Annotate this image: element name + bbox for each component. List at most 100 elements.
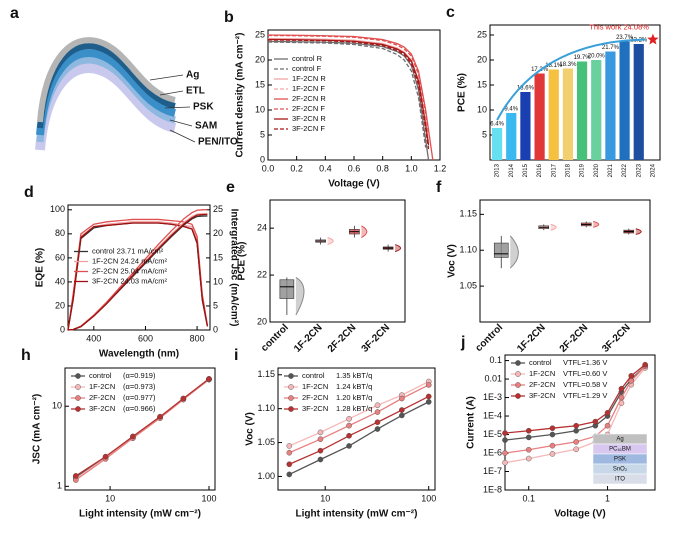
legend-label: 1F-2CN 24.24 mA/cm² [92,256,168,265]
y-tick-label: 20 [55,300,65,310]
x-tick-label: 2013 [495,163,501,177]
y-axis-label: Current density (mA cm⁻²) [235,33,246,158]
inset-layer-label: PSK [614,457,626,463]
legend-marker [75,406,81,412]
legend-label: 2F-2CN F [292,104,325,113]
panel-label: j [460,334,465,351]
x-axis-label: Light intensity (mW cm⁻²) [79,509,201,520]
legend-label: control R [292,54,323,63]
data-point [425,382,432,388]
y-tick-label: 15 [255,79,265,89]
y2-tick-label: 25 [213,204,223,214]
legend-label: control [529,358,552,367]
data-point [374,419,381,426]
legend-note: VTFL=0.60 V [563,369,607,378]
x-tick-label: 2014 [509,163,515,177]
x-tick-label: 2016 [537,163,543,177]
legend-note: (α=0.919) [123,371,156,380]
y-tick-label: 0 [260,154,265,164]
legend-note: VTFL=1.29 V [563,391,607,400]
y-axis-label: EQE (%) [35,248,46,287]
plot-frame [479,199,651,323]
legend-label: control F [292,64,322,73]
plot-frame [67,204,211,331]
x-axis-label: Light intensity (mW cm⁻²) [296,509,418,520]
y-tick-label: 25 [477,29,487,39]
legend-label: 2F-2CN R [292,94,326,103]
panel-label: d [24,184,34,201]
x-tick-label: 10 [320,493,330,503]
y-tick-label: 15 [477,79,487,89]
x-tick-label: 2022 [622,163,628,177]
y-tick-label: 1.10 [459,245,477,255]
y-tick-label: 0.1 [489,355,502,365]
x-tick-label: 100 [201,493,216,503]
y2-tick-label: 10 [213,276,223,286]
x-tick-label: 1 [605,493,610,503]
y-tick-label: 80 [55,228,65,238]
data-point [102,453,109,460]
series-line [267,39,430,150]
box-violin [295,276,305,316]
data-point [549,431,556,438]
data-point [317,429,324,436]
data-point [286,449,293,456]
series-line [75,378,210,477]
x-tick-label: 1.2 [434,163,447,173]
legend-note: (α=0.977) [123,393,156,402]
y-tick-label: 20 [255,54,265,64]
legend-label: 1F-2CN [302,382,328,391]
box-violin [550,223,557,231]
y2-tick-label: 5 [213,300,218,310]
x-tick-label: 0.0 [262,163,275,173]
data-point [592,418,599,425]
data-point [374,402,381,409]
legend-label: 3F-2CN 24.03 mA/cm² [92,276,168,285]
panel-label: i [234,347,238,364]
legend-note: VTFL=0.58 V [563,380,607,389]
inset-layer [592,473,648,485]
box-violin [394,244,402,253]
x-tick-label: 2019 [580,163,586,177]
legend-label: 3F-2CN [89,404,115,413]
bar [534,73,545,160]
panel-label: e [226,179,235,196]
x-tick-label: 800 [190,333,205,343]
data-point [549,451,556,457]
data-point [573,427,579,434]
y-axis-label: Current (A) [466,396,477,449]
y-axis-label: Voc (V) [245,412,256,446]
x-tick-label: 3F-2CN [600,322,633,355]
device-diagram: a Ag ETL PSK SAM PEN/ITO [10,5,238,151]
series-line [267,40,430,161]
data-point [573,446,579,453]
x-axis-label: Voltage (V) [328,179,379,190]
y-tick-label: 5 [260,129,265,139]
y-tick-label: 1.05 [257,437,275,447]
plot-frame [489,24,661,161]
legend-label: 2F-2CN [529,380,555,389]
panel-label: b [224,9,234,26]
panel-label: h [21,347,31,364]
data-point [206,375,212,382]
layer-label: SAM [195,121,217,132]
y-tick-label: 1.00 [257,471,275,481]
x-tick-label: 2023 [636,163,642,177]
y-tick-label: 1E-5 [483,429,502,439]
legend-label: control 23.71 mA/cm² [92,246,164,255]
bar [633,44,644,160]
data-point [374,409,381,415]
data-point [286,471,293,478]
x-tick-label: 2015 [523,163,529,177]
data-point [317,456,324,463]
legend-marker [75,384,81,390]
data-point [180,395,187,402]
y2-tick-label: 0 [213,324,218,334]
y-tick-label: 22 [257,269,267,279]
bar [548,69,559,160]
legend-label: 3F-2CN F [292,124,325,133]
y-tick-label: 1E-4 [483,410,502,420]
plot-frame [269,199,406,323]
value-label: 18.3% [559,62,577,68]
